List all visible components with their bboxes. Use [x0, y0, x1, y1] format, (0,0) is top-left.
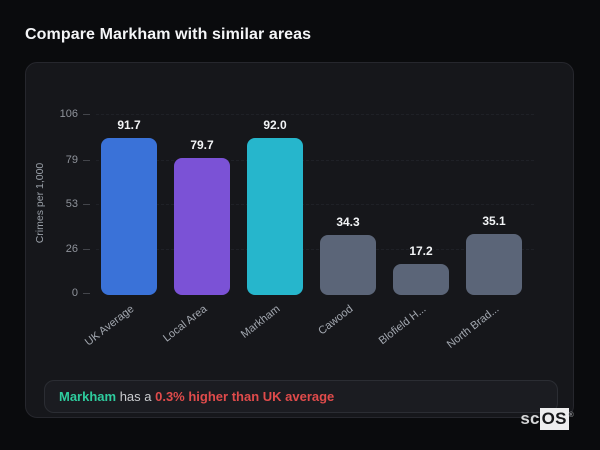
x-tick-label: Cawood	[316, 303, 356, 338]
y-tick-mark	[83, 249, 90, 251]
gridline	[96, 203, 534, 205]
y-tick-label: 79	[65, 153, 78, 166]
x-tick-label: North Brad...	[444, 303, 502, 351]
bar-uk-average[interactable]	[101, 138, 157, 295]
bar-value-label: 35.1	[482, 213, 506, 228]
bar-value-label: 79.7	[190, 138, 214, 153]
y-tick-mark	[83, 293, 90, 294]
comparison-chart-card: Crimes per 1,000 0 26 53 79 106 91.7 UK Averag…	[25, 62, 574, 418]
note-highlight-text: 0.3% higher than UK average	[155, 389, 335, 404]
bar-value-label: 17.2	[409, 243, 433, 258]
x-tick-label: Blofield H...	[376, 303, 429, 348]
note-connector-text: has a	[116, 389, 156, 404]
scos-watermark-logo: sc OS ®	[520, 408, 574, 430]
logo-suffix: OS	[539, 408, 569, 430]
bar-cawood[interactable]	[320, 235, 376, 295]
y-tick-label: 106	[59, 108, 78, 120]
bar-local-area[interactable]	[174, 158, 230, 295]
page-title: Compare Markham with similar areas	[25, 26, 312, 43]
bar-markham[interactable]	[247, 137, 303, 295]
gridline	[96, 159, 534, 161]
note-area-name: Markham	[59, 389, 117, 404]
y-tick-mark	[83, 114, 90, 115]
bar-value-label: 34.3	[336, 215, 360, 230]
y-tick-label: 53	[65, 197, 78, 210]
x-tick-label: UK Average	[82, 303, 137, 349]
gridline	[96, 114, 534, 115]
x-tick-label: Local Area	[161, 303, 210, 345]
bar-value-label: 91.7	[117, 118, 141, 133]
y-tick-label: 26	[65, 243, 78, 256]
bar-value-label: 92.0	[263, 117, 287, 132]
y-tick-label: 0	[71, 287, 78, 299]
bar-chart: Crimes per 1,000 0 26 53 79 106 91.7 UK Averag…	[26, 63, 575, 375]
comparison-note: Markham has a 0.3% higher than UK averag…	[44, 380, 558, 413]
x-tick-label: Markham	[238, 303, 283, 341]
y-tick-mark	[83, 159, 90, 161]
bar-north-brad[interactable]	[466, 233, 522, 295]
gridline	[96, 249, 534, 251]
bar-blofield-h[interactable]	[393, 263, 449, 295]
registered-trademark-icon: ®	[568, 412, 574, 419]
logo-prefix: sc	[520, 409, 540, 428]
y-tick-mark	[83, 203, 90, 205]
